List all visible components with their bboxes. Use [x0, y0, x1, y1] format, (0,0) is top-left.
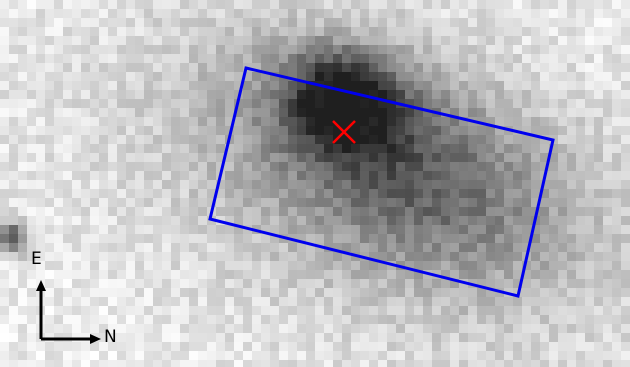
- east-arrow-head: [36, 280, 46, 291]
- target-x-marker: [332, 120, 356, 144]
- east-label: E: [31, 249, 42, 269]
- north-label: N: [104, 327, 117, 347]
- north-arrow-head: [90, 334, 101, 344]
- compass-arrows: [36, 280, 101, 344]
- slit-box: [208, 66, 555, 298]
